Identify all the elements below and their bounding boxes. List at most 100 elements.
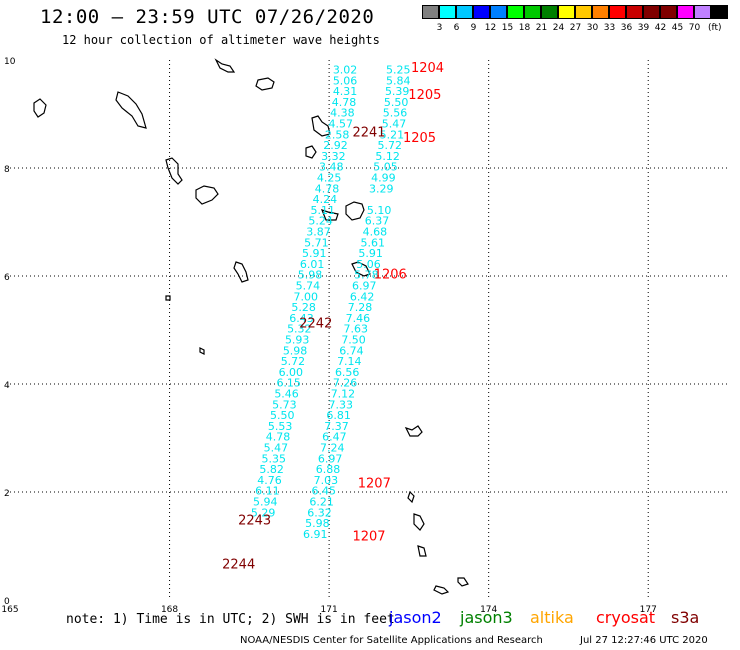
wave-height-value: 5.98 <box>283 344 308 357</box>
legend-item-jason3: jason3 <box>460 608 513 627</box>
wave-height-value: 6.01 <box>300 258 325 271</box>
generation-timestamp: Jul 27 12:27:46 UTC 2020 <box>580 635 708 646</box>
wave-height-value: 5.71 <box>304 236 329 249</box>
credit-line: NOAA/NESDIS Center for Satellite Applica… <box>240 635 543 646</box>
wave-height-value: 5.46 <box>274 388 299 401</box>
pass-time-label: 1205 <box>403 131 436 146</box>
color-scale-label: 3 <box>436 23 443 33</box>
wave-height-value: 5.91 <box>302 247 327 260</box>
wave-height-value: 5.98 <box>305 517 330 530</box>
wave-height-value: 5.73 <box>272 398 297 411</box>
legend-item-altika: altika <box>530 608 574 627</box>
color-swatch <box>524 5 541 19</box>
color-swatch <box>626 5 643 19</box>
island-outline <box>457 577 469 587</box>
wave-height-value: 6.37 <box>365 215 390 228</box>
latitude-tick-label: 4 <box>4 381 10 391</box>
island-outline <box>199 347 205 355</box>
pass-time-label: 2241 <box>352 126 385 141</box>
page-subtitle: 12 hour collection of altimeter wave hei… <box>62 33 380 47</box>
wave-height-value: 5.50 <box>384 96 409 109</box>
wave-height-value: 7.37 <box>324 420 349 433</box>
wave-height-value: 6.15 <box>276 377 301 390</box>
wave-height-value: 3.87 <box>306 226 331 239</box>
longitude-tick-label: 165 <box>1 605 18 615</box>
wave-height-value: 5.84 <box>386 74 411 87</box>
wave-height-value: 7.14 <box>337 355 362 368</box>
wave-height-value: 5.74 <box>296 280 321 293</box>
color-swatch <box>643 5 660 19</box>
wave-height-value: 5.11 <box>310 204 335 217</box>
wave-height-value: 7.28 <box>348 301 373 314</box>
color-scale-label: 27 <box>569 23 582 33</box>
wave-height-value: 4.99 <box>371 172 396 185</box>
wave-height-value: 6.11 <box>255 485 280 498</box>
color-swatch <box>592 5 609 19</box>
wave-height-value: 5.78 <box>354 269 379 282</box>
pass-time-label: 2243 <box>238 513 271 528</box>
wave-height-value: 6.45 <box>312 485 337 498</box>
wave-height-value: 5.28 <box>291 301 316 314</box>
wave-height-value: 6.47 <box>322 431 347 444</box>
island-outline <box>345 201 365 221</box>
latitude-tick-label: 10 <box>4 57 16 67</box>
wave-height-value: 5.12 <box>375 150 400 163</box>
wave-height-value: 6.21 <box>309 496 334 509</box>
wave-height-value: 5.72 <box>377 139 402 152</box>
longitude-tick-label: 174 <box>480 605 497 615</box>
wave-height-value: 6.81 <box>326 409 351 422</box>
wave-height-value: 4.78 <box>266 431 291 444</box>
color-swatch <box>609 5 626 19</box>
wave-height-value: 5.29 <box>251 506 276 519</box>
color-swatch <box>711 5 728 19</box>
color-scale-label: 42 <box>654 23 667 33</box>
color-swatch <box>422 5 439 19</box>
wave-height-value: 6.88 <box>316 463 341 476</box>
wave-height-value: 5.21 <box>380 128 405 141</box>
island-outline <box>404 425 423 437</box>
color-swatch <box>575 5 592 19</box>
wave-height-value: 5.82 <box>259 463 284 476</box>
latitude-tick-label: 2 <box>4 489 10 499</box>
wave-height-value: 6.43 <box>289 312 314 325</box>
wave-height-value: 5.93 <box>285 334 310 347</box>
wave-height-value: 5.47 <box>264 442 289 455</box>
wave-height-value: 7.46 <box>346 312 371 325</box>
wave-height-value: 7.63 <box>343 323 368 336</box>
color-scale-unit: (ft) <box>708 23 722 33</box>
wave-height-value: 4.68 <box>363 226 388 239</box>
wave-height-value: 2.58 <box>325 128 350 141</box>
pass-time-label: 1207 <box>352 530 385 545</box>
wave-height-value: 5.05 <box>373 161 398 174</box>
color-scale-label: 12 <box>484 23 497 33</box>
color-scale-label: 6 <box>453 23 460 33</box>
island-outline <box>413 513 425 531</box>
wave-height-value: 6.91 <box>303 528 328 541</box>
wave-height-value: 5.10 <box>367 204 392 217</box>
island-outline <box>115 91 147 129</box>
island-outline <box>233 261 249 283</box>
island-outline <box>433 585 450 595</box>
wave-height-value: 5.06 <box>356 258 381 271</box>
wave-height-value: 6.97 <box>318 452 343 465</box>
wave-height-value: 6.42 <box>350 290 375 303</box>
wave-height-value: 5.50 <box>270 409 295 422</box>
color-swatch <box>473 5 490 19</box>
color-scale-label: 9 <box>470 23 477 33</box>
wave-height-value: 5.98 <box>298 269 323 282</box>
wave-height-value: 7.24 <box>320 442 345 455</box>
pass-time-label: 1207 <box>358 477 391 492</box>
color-scale-label: 30 <box>586 23 599 33</box>
color-swatch <box>490 5 507 19</box>
wave-height-value: 4.78 <box>315 182 340 195</box>
island-outline <box>351 261 371 277</box>
wave-height-value: 4.25 <box>317 172 342 185</box>
wave-height-value: 3.32 <box>321 150 346 163</box>
wave-height-value: 4.78 <box>332 96 357 109</box>
wave-height-value: 5.06 <box>333 74 358 87</box>
color-scale-label: 36 <box>620 23 633 33</box>
legend-item-jason2: jason2 <box>389 608 442 627</box>
wave-height-value: 7.50 <box>341 334 366 347</box>
island-outline <box>417 545 427 557</box>
